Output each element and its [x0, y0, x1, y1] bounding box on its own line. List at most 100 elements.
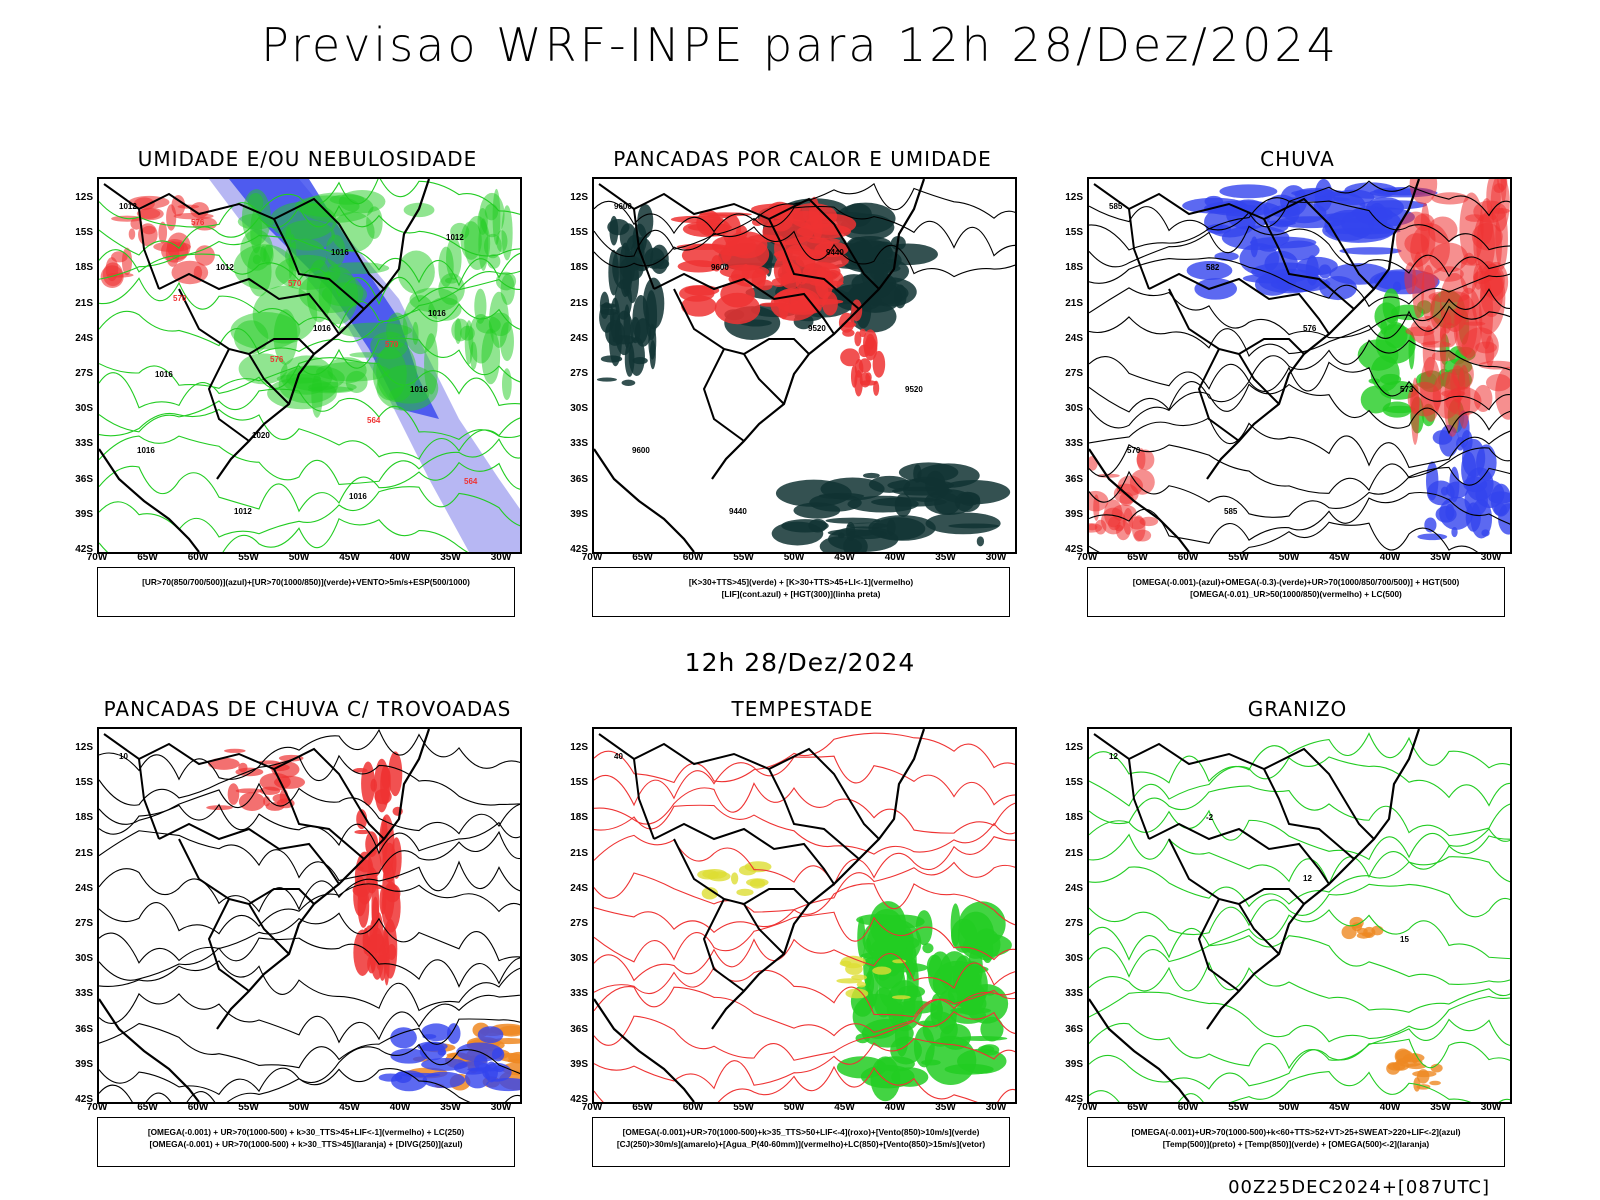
red-contour-cluster: [173, 212, 214, 220]
thunderstorm-red-area: [371, 896, 379, 932]
contour-line: [99, 461, 520, 513]
contour-label: 576: [1303, 324, 1317, 333]
contour-line: [594, 966, 1015, 1018]
latitude-label: 36S: [570, 1023, 588, 1035]
contour-label: 564: [367, 416, 381, 425]
green-contour-cluster: [487, 254, 501, 269]
country-border: [653, 272, 835, 335]
country-border: [273, 768, 365, 860]
green-contour-cluster: [501, 368, 512, 401]
jet-yellow-area: [872, 966, 892, 975]
wind-850-green-area: [944, 1063, 994, 1075]
latitude-label: 42S: [1065, 1094, 1083, 1105]
thunderstorm-orange-area: [507, 1058, 520, 1064]
coastline: [711, 729, 926, 1030]
longitude-label: 40W: [1379, 1102, 1401, 1113]
map-graphic: 40: [594, 729, 1015, 1102]
longitude-label: 60W: [682, 1102, 704, 1113]
longitude-label: 50W: [1278, 1102, 1300, 1113]
contour-label: 1012: [119, 202, 137, 211]
latitude-label: 36S: [75, 473, 93, 485]
contour-label: 1016: [428, 309, 446, 318]
omega-blue-area: [1291, 189, 1348, 197]
omega-blue-area: [1305, 255, 1319, 286]
latitude-label: 33S: [1065, 988, 1083, 1000]
coastline: [99, 998, 200, 1102]
contour-line: [594, 834, 1015, 887]
panel-title: TEMPESTADE: [731, 697, 874, 721]
convective-area: [621, 379, 636, 386]
coastline: [99, 448, 200, 552]
latitude-label: 12S: [75, 192, 93, 203]
latitude-label: 30S: [1065, 403, 1083, 415]
thunderstorm-red-area: [352, 883, 371, 897]
instability-area: [757, 279, 773, 291]
longitude-label: 55W: [238, 1102, 259, 1113]
instability-area: [858, 344, 871, 358]
contour-line: [1089, 225, 1510, 278]
latitude-label: 42S: [570, 1094, 588, 1105]
humidity-area-light: [209, 179, 520, 552]
contour-line: [594, 861, 1015, 913]
jet-yellow-area: [839, 960, 852, 967]
contour-line: [99, 1043, 520, 1096]
latitude-label: 30S: [75, 953, 93, 965]
contour-line: [594, 205, 1015, 258]
contour-line: [99, 303, 520, 355]
panel-title: GRANIZO: [1247, 697, 1348, 721]
omega-blue-area: [1463, 476, 1488, 493]
contour-line: [99, 518, 469, 552]
wind-850-green-area: [980, 1016, 1004, 1042]
convective-area: [609, 215, 619, 246]
contour-line: [594, 732, 1015, 784]
jet-yellow-area: [697, 869, 719, 880]
panel-legend: [UR>70(850/700/500)](azul)+[UR>70(1000/8…: [97, 567, 515, 617]
coastline: [1089, 448, 1190, 552]
convective-area: [868, 515, 936, 541]
contour-line: [594, 804, 1015, 855]
country-border: [768, 218, 860, 310]
latitude-label: 36S: [1065, 1023, 1083, 1035]
latitude-label: 21S: [75, 297, 93, 309]
longitude-label: 55W: [1228, 1102, 1249, 1113]
wind-850-green-area: [922, 943, 934, 954]
omega-blue-area: [1339, 247, 1402, 255]
contour-label: 585: [1109, 202, 1123, 211]
contour-label: 1016: [137, 446, 155, 455]
omega-orange-area: [1406, 1063, 1427, 1070]
latitude-label: 12S: [570, 742, 588, 753]
map-graphic: 12 -2 12 15: [1089, 729, 1510, 1102]
longitude-label: 60W: [1177, 552, 1199, 563]
latitude-label: 33S: [570, 438, 588, 450]
contour-line: [99, 754, 520, 806]
green-contour-cluster: [489, 291, 509, 348]
convective-area: [599, 302, 615, 333]
contour-line: [1089, 732, 1510, 784]
latitude-label: 18S: [1065, 262, 1083, 274]
thunderstorm-red-area: [374, 884, 384, 889]
omega-green-area: [1360, 385, 1392, 414]
latitude-label: 39S: [1065, 1058, 1083, 1070]
red-contour-cluster: [128, 228, 136, 240]
green-contour-cluster: [230, 312, 301, 350]
latitude-label: 42S: [1065, 544, 1083, 555]
country-border: [273, 218, 365, 310]
longitude-label: 40W: [884, 1102, 906, 1113]
longitude-label: 30W: [985, 552, 1007, 563]
longitude-label: 70W: [1076, 552, 1098, 563]
longitude-label: 60W: [187, 1102, 209, 1113]
longitude-label: 65W: [632, 1102, 653, 1113]
contour-label: 1016: [349, 492, 367, 501]
latitude-label: 21S: [1065, 297, 1083, 309]
forecast-time-label: 12h 28/Dez/2024: [684, 648, 916, 677]
longitude-label: 45W: [834, 552, 855, 563]
convective-area: [894, 493, 912, 517]
latitude-label: 18S: [570, 262, 588, 274]
longitude-label: 30W: [1480, 1102, 1502, 1113]
green-contour-cluster: [338, 189, 386, 214]
longitude-label: 60W: [682, 552, 704, 563]
omega-blue-area: [1221, 225, 1290, 251]
thunderstorm-red-area: [380, 765, 391, 805]
omega-red-area: [1128, 516, 1146, 530]
omega-orange-area: [1430, 1063, 1443, 1073]
